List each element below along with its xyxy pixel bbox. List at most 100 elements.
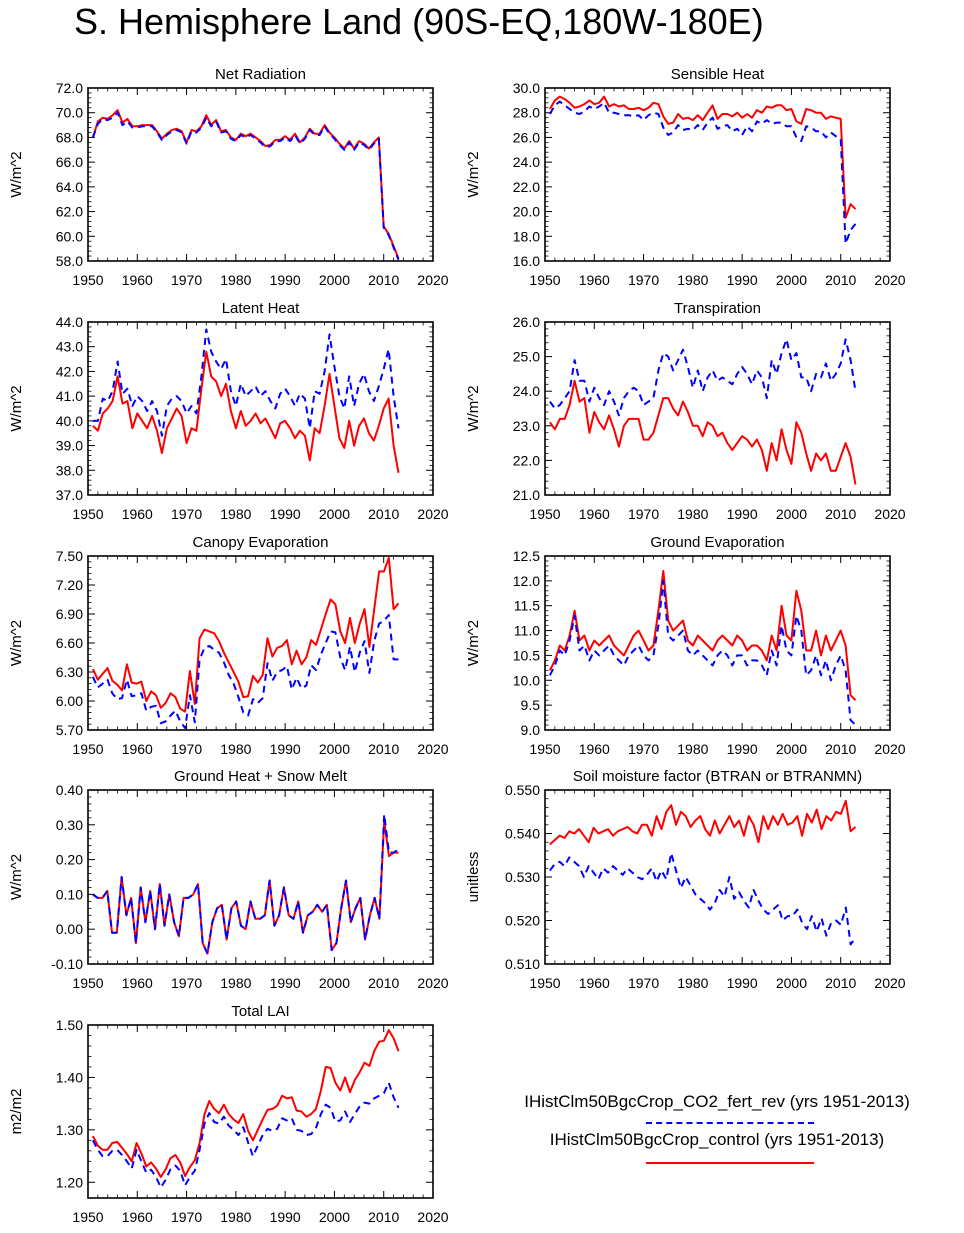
panel-6: Ground Evaporation W/m^2 1950 1960 1970 1980 1… bbox=[465, 534, 906, 757]
y-axis-label: W/m^2 bbox=[8, 854, 25, 900]
page-title-text: S. Hemisphere Land (90S-EQ,180W-180E) bbox=[74, 1, 764, 42]
y-tick-label: 28.0 bbox=[513, 105, 540, 121]
y-tick-label: 39.0 bbox=[56, 438, 83, 454]
series-line-co2-fert bbox=[549, 579, 857, 726]
x-tick-label: 1980 bbox=[220, 1209, 251, 1225]
series-line-co2-fert bbox=[549, 100, 857, 245]
panel-1: Net Radiation W/m^2 1950 1960 1970 1980 1990 20… bbox=[8, 66, 449, 288]
x-tick-label: 1960 bbox=[579, 975, 610, 991]
x-tick-label: 2000 bbox=[776, 741, 807, 757]
y-tick-label: 70.0 bbox=[56, 105, 83, 121]
x-tick-label: 1980 bbox=[677, 975, 708, 991]
y-tick-label: 0.20 bbox=[56, 852, 83, 868]
y-tick-label: 43.0 bbox=[56, 339, 83, 355]
y-tick-label: 1.20 bbox=[56, 1174, 83, 1190]
y-tick-label: 5.70 bbox=[56, 722, 83, 738]
series-line-co2-fert bbox=[92, 328, 400, 437]
y-tick-label: 11.0 bbox=[514, 623, 540, 639]
y-tick-label: 7.50 bbox=[56, 548, 83, 564]
y-tick-label: 26.0 bbox=[513, 314, 540, 330]
y-tick-label: 6.60 bbox=[56, 635, 83, 651]
x-tick-label: 1960 bbox=[579, 272, 610, 288]
series-line-control bbox=[92, 820, 399, 955]
x-tick-label: 2020 bbox=[874, 975, 905, 991]
y-tick-label: 1.40 bbox=[56, 1069, 83, 1085]
series-line-control bbox=[549, 799, 857, 846]
x-tick-label: 2010 bbox=[368, 506, 399, 522]
panel-5: Canopy Evaporation W/m^2 1950 1960 1970 1980 1… bbox=[8, 534, 449, 757]
y-tick-label: 24.0 bbox=[513, 154, 540, 170]
x-tick-label: 1990 bbox=[270, 1209, 301, 1225]
series-line-co2-fert bbox=[91, 111, 400, 261]
x-tick-label: 1950 bbox=[72, 506, 103, 522]
y-axis-label: W/m^2 bbox=[8, 151, 25, 197]
plot-frame bbox=[87, 789, 434, 965]
plot-frame bbox=[544, 321, 891, 496]
panel-title: Ground Evaporation bbox=[650, 534, 784, 551]
y-tick-label: 37.0 bbox=[56, 487, 83, 503]
y-axis-label: W/m^2 bbox=[465, 151, 482, 197]
panel-title: Net Radiation bbox=[215, 66, 306, 83]
series-line-control bbox=[549, 569, 857, 701]
x-tick-label: 1960 bbox=[122, 1209, 153, 1225]
y-tick-label: 6.30 bbox=[56, 664, 83, 680]
x-tick-label: 1970 bbox=[171, 506, 202, 522]
x-tick-label: 2020 bbox=[874, 741, 905, 757]
x-tick-label: 2010 bbox=[825, 741, 856, 757]
y-tick-label: 16.0 bbox=[513, 253, 540, 269]
x-tick-label: 1950 bbox=[72, 1209, 103, 1225]
panel-title: Total LAI bbox=[231, 1003, 289, 1020]
plot-frame bbox=[87, 87, 434, 262]
y-axis-label: unitless bbox=[465, 852, 482, 903]
y-tick-label: 38.0 bbox=[56, 462, 83, 478]
y-tick-label: 60.0 bbox=[56, 228, 83, 244]
y-tick-label: 0.530 bbox=[505, 869, 540, 885]
y-tick-label: 66.0 bbox=[56, 154, 83, 170]
y-tick-label: 0.510 bbox=[505, 956, 540, 972]
x-tick-label: 1990 bbox=[727, 975, 758, 991]
x-tick-label: 1960 bbox=[122, 975, 153, 991]
x-tick-label: 2010 bbox=[368, 272, 399, 288]
y-tick-label: 6.90 bbox=[56, 606, 83, 622]
panel-9: Total LAI m2/m2 1950 1960 1970 1980 1990 2000 20… bbox=[8, 1003, 449, 1225]
x-tick-label: 2000 bbox=[319, 506, 350, 522]
panel-7: Ground Heat + Snow Melt W/m^2 1950 1960 1970… bbox=[8, 768, 449, 991]
y-tick-label: 0.550 bbox=[505, 782, 540, 798]
y-axis-label: W/m^2 bbox=[465, 620, 482, 666]
x-tick-label: 1950 bbox=[72, 975, 103, 991]
series-line-co2-fert bbox=[549, 852, 857, 946]
x-tick-label: 1990 bbox=[727, 272, 758, 288]
panel-4: Transpiration W/m^2 1950 1960 1970 1980 1990 20… bbox=[465, 300, 906, 522]
y-tick-label: 30.0 bbox=[513, 80, 540, 96]
plot-frame bbox=[544, 87, 891, 262]
y-axis-label: W/m^2 bbox=[8, 385, 25, 431]
x-tick-label: 1950 bbox=[529, 272, 560, 288]
panel-title: Canopy Evaporation bbox=[193, 534, 329, 551]
x-tick-label: 1960 bbox=[122, 506, 153, 522]
x-tick-label: 1970 bbox=[628, 506, 659, 522]
y-tick-label: 7.20 bbox=[56, 577, 83, 593]
panel-3: Latent Heat W/m^2 1950 1960 1970 1980 1990 2000… bbox=[8, 300, 449, 522]
x-tick-label: 2010 bbox=[368, 1209, 399, 1225]
y-tick-label: 0.10 bbox=[56, 886, 83, 902]
x-tick-label: 1980 bbox=[677, 272, 708, 288]
x-tick-label: 1950 bbox=[72, 741, 103, 757]
y-tick-label: 42.0 bbox=[56, 363, 83, 379]
y-tick-label: 41.0 bbox=[56, 388, 83, 404]
y-tick-label: 64.0 bbox=[56, 179, 83, 195]
y-axis-label: W/m^2 bbox=[8, 620, 25, 666]
x-tick-label: 2020 bbox=[417, 975, 448, 991]
plot-frame bbox=[87, 1024, 434, 1199]
x-tick-label: 1980 bbox=[220, 975, 251, 991]
legend-line-co2 bbox=[646, 1122, 814, 1124]
x-tick-label: 1960 bbox=[122, 741, 153, 757]
x-tick-label: 1980 bbox=[220, 272, 251, 288]
y-tick-label: 21.0 bbox=[513, 487, 540, 503]
series-line-control bbox=[92, 1029, 400, 1178]
y-axis-label: W/m^2 bbox=[465, 385, 482, 431]
panel-title: Soil moisture factor (BTRAN or BTRANMN) bbox=[573, 768, 862, 785]
x-tick-label: 2020 bbox=[417, 272, 448, 288]
series-line-control bbox=[549, 95, 857, 219]
x-tick-label: 1970 bbox=[171, 1209, 202, 1225]
